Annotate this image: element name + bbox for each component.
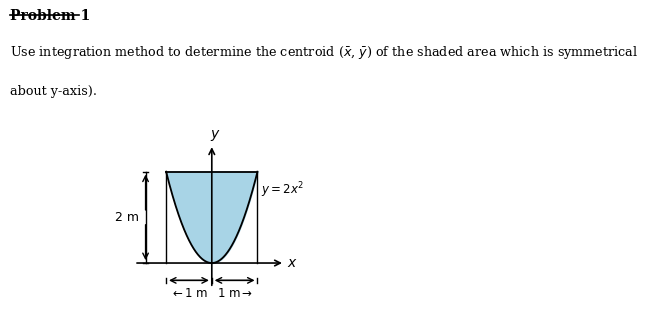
Text: 1 m$\rightarrow$: 1 m$\rightarrow$ [217,287,253,300]
Text: $y = 2x^2$: $y = 2x^2$ [261,180,304,200]
Text: Use integration method to determine the centroid ($\bar{x}$, $\bar{y}$) of the s: Use integration method to determine the … [10,44,638,61]
Text: about y-axis).: about y-axis). [10,85,97,98]
Text: 2 m: 2 m [114,211,138,224]
Text: y: y [210,127,218,140]
Text: $\leftarrow$1 m: $\leftarrow$1 m [170,287,208,300]
Text: Problem 1: Problem 1 [10,9,90,23]
Text: x: x [287,256,296,270]
